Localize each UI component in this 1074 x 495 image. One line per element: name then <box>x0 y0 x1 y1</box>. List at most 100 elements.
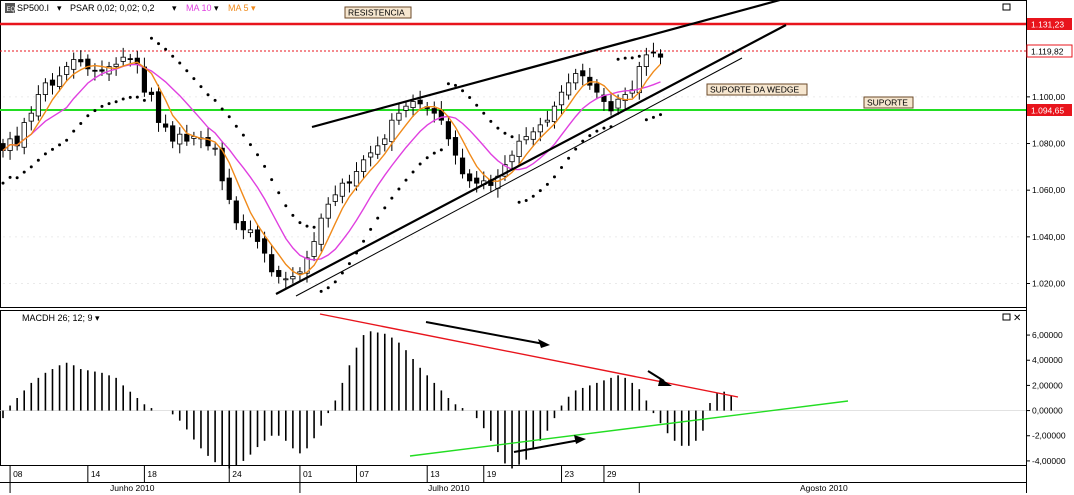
candle <box>396 103 402 125</box>
macd-panel-close-icon[interactable]: ✕ <box>1013 313 1021 324</box>
ma5-dropdown-icon[interactable]: ▾ <box>251 3 256 13</box>
psar-dot <box>340 271 344 275</box>
macd-panel-maximize-icon[interactable] <box>1002 313 1011 321</box>
candle <box>240 214 246 240</box>
symbol-dropdown-icon[interactable]: ▾ <box>57 3 62 13</box>
eq-icon <box>5 3 15 13</box>
psar-dot <box>623 56 627 60</box>
candle <box>170 121 176 149</box>
psar-dot <box>185 69 189 73</box>
resistance-annotation: RESISTENCIA <box>344 6 412 19</box>
psar-dot <box>397 187 401 191</box>
psar-dot <box>199 85 203 89</box>
ma10-label[interactable]: MA 10 <box>186 3 212 13</box>
month-label: Junho 2010 <box>110 483 155 493</box>
psar-dot <box>326 286 330 290</box>
candle <box>360 155 367 179</box>
wedge-parallel-line <box>295 57 743 297</box>
psar-dot <box>135 95 139 99</box>
psar-dot <box>439 148 443 152</box>
day-tick-label: 23 <box>565 469 575 479</box>
candle <box>78 50 84 67</box>
candle <box>523 127 529 145</box>
day-tick-label: 18 <box>147 469 157 479</box>
psar-dot <box>79 121 83 125</box>
resistance-price-label: 1.131,23 <box>1031 20 1064 30</box>
candle <box>544 110 550 127</box>
psar-dot <box>644 118 648 122</box>
candle <box>148 87 155 102</box>
candle <box>290 267 296 284</box>
candle <box>601 87 607 111</box>
candle <box>509 150 515 169</box>
psar-dot <box>263 164 267 168</box>
symbol-label[interactable]: SP500.I <box>17 3 49 13</box>
psar-dot <box>256 153 260 157</box>
psar-dot <box>157 42 161 46</box>
candle <box>49 73 56 95</box>
wedge-support-annotation: SUPORTE DA WEDGE <box>706 83 808 96</box>
candle <box>650 42 657 58</box>
psar-dot <box>149 36 153 40</box>
psar-dot <box>277 191 281 195</box>
candle <box>339 178 345 204</box>
time-axis: 08 14 18 24 01 07 13 19 23 29 Junho 2010 Julho 2010… <box>9 466 848 493</box>
candle <box>254 225 261 249</box>
arrow-icon <box>647 370 672 386</box>
candle <box>353 162 360 191</box>
candle <box>629 80 635 98</box>
psar-dot <box>284 204 288 208</box>
support-price-label: 1.094,65 <box>1031 106 1064 116</box>
psar-dot <box>128 95 132 99</box>
price-tick-label: 1.080,00 <box>1032 139 1065 149</box>
candle <box>283 271 289 289</box>
psar-dot <box>43 152 47 156</box>
psar-label[interactable]: PSAR 0,02; 0,02; 0,2 <box>70 3 155 13</box>
candle <box>530 127 536 147</box>
last-price-label: 1.119,82 <box>1031 47 1064 57</box>
candle <box>64 61 70 82</box>
candle <box>325 197 331 228</box>
wedge-support-annotation-text: SUPORTE DA WEDGE <box>710 85 799 95</box>
candle <box>332 185 338 207</box>
candle <box>382 134 388 152</box>
psar-dot <box>418 162 422 166</box>
candle <box>573 68 579 90</box>
ma5-label[interactable]: MA 5 <box>228 3 249 13</box>
psar-dot <box>347 262 351 266</box>
psar-dot <box>50 147 54 151</box>
psar-dot <box>86 114 90 118</box>
candle <box>120 47 126 67</box>
psar-dot <box>178 61 182 65</box>
candle <box>198 130 204 149</box>
psar-dot <box>362 239 366 243</box>
psar-dot <box>432 151 436 155</box>
psar-dot <box>72 129 76 133</box>
psar-dot <box>545 182 549 186</box>
psar-dropdown-icon[interactable]: ▾ <box>172 3 177 13</box>
resistance-price-tag: 1.131,23 <box>1027 18 1072 30</box>
psar-dot <box>574 147 578 151</box>
price-panel-maximize-icon[interactable] <box>1002 3 1011 11</box>
chart-header: EQ SP500.I ▾ PSAR 0,02; 0,02; 0,2 ▾ MA 1… <box>5 3 256 13</box>
candle <box>269 245 275 277</box>
psar-dot <box>517 200 521 204</box>
macd-dropdown-icon[interactable]: ▾ <box>95 313 100 323</box>
psar-dot <box>453 83 457 87</box>
psar-dot <box>503 131 507 135</box>
price-tick-label: 1.100,00 <box>1032 92 1065 102</box>
macd-tick-label: -2,00000 <box>1032 431 1066 441</box>
psar-dot <box>58 143 62 147</box>
candle <box>410 94 416 117</box>
psar-dot <box>496 126 500 130</box>
candle <box>184 124 190 146</box>
price-axis: 1.020,00 1.040,00 1.060,00 1.080,00 1.100,00 <box>1026 92 1065 289</box>
ma10-dropdown-icon[interactable]: ▾ <box>214 3 219 13</box>
macd-label[interactable]: MACDH 26; 12; 9 <box>22 313 93 323</box>
psar-dot <box>65 138 69 142</box>
candle <box>438 101 444 125</box>
candle <box>247 220 254 238</box>
psar-dots <box>1 36 663 293</box>
psar-dot <box>659 113 663 117</box>
candle <box>155 84 162 132</box>
